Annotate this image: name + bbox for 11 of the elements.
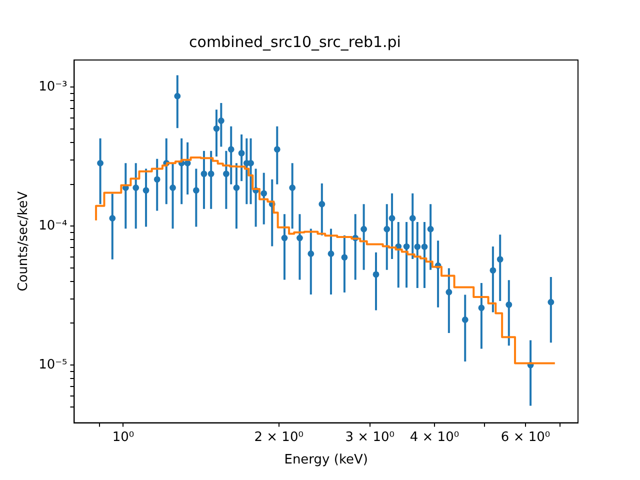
x-tick-label: 6 × 10⁰ xyxy=(500,430,550,445)
chart-title: combined_src10_src_reb1.pi xyxy=(189,32,401,51)
x-tick-label: 2 × 10⁰ xyxy=(254,430,304,445)
x-tick-label: 3 × 10⁰ xyxy=(345,430,394,445)
x-tick-label: 4 × 10⁰ xyxy=(410,430,460,445)
x-tick-label: 10⁰ xyxy=(112,430,134,445)
y-tick-label: 10⁻⁴ xyxy=(38,218,68,234)
y-tick-label: 10⁻⁵ xyxy=(38,357,68,372)
y-axis-title: Counts/sec/keV xyxy=(16,191,32,292)
y-tick-label: 10⁻³ xyxy=(38,80,68,95)
x-axis-title: Energy (keV) xyxy=(284,452,368,468)
